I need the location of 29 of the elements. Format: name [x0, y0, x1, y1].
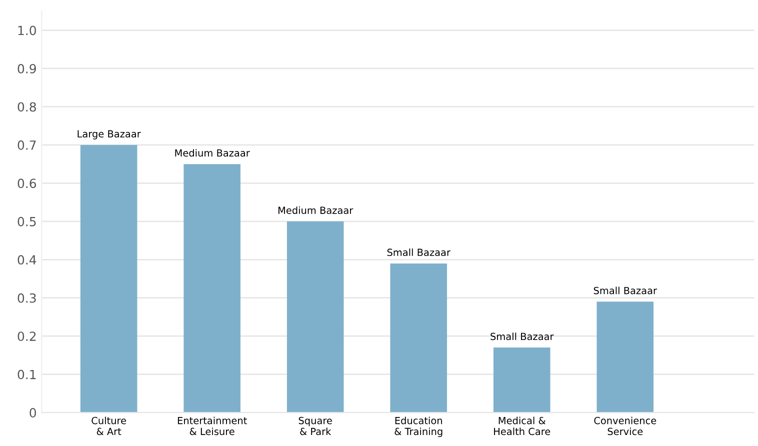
x-tick-label: Medical & Health Care [494, 416, 550, 436]
bar [286, 221, 344, 413]
y-tick-label: 0.3 [18, 293, 36, 303]
bar [184, 164, 240, 413]
annotation: Large Bazaar [78, 130, 141, 140]
y-tick-label: 1.0 [18, 26, 36, 36]
y-tick-label: 0.9 [18, 64, 36, 74]
annotation: Medium Bazaar [278, 206, 354, 214]
x-tick-label: Convenience Service [594, 416, 656, 436]
x-tick-label: Education & Training [394, 416, 442, 438]
y-tick-label: 0.6 [18, 178, 36, 188]
y-tick-label: 0 [30, 408, 36, 418]
x-tick-label: Culture & Art [92, 416, 126, 436]
bar [493, 348, 550, 413]
y-tick-label: 0.8 [18, 102, 36, 112]
annotation: Medium Bazaar [175, 149, 250, 157]
bar [596, 302, 654, 413]
annotation: Small Bazaar [387, 248, 450, 256]
y-tick-label: 0.1 [18, 370, 36, 380]
bar [390, 263, 447, 413]
x-tick-label: Entertainment & Leisure [178, 416, 247, 436]
annotation: Small Bazaar [490, 332, 554, 340]
y-tick-label: 0.4 [18, 255, 36, 265]
annotation: Small Bazaar [594, 286, 657, 294]
x-tick-label: Square & Park [298, 416, 332, 436]
y-tick-label: 0.5 [18, 216, 36, 226]
y-tick-label: 0.2 [18, 332, 36, 342]
bar [80, 144, 138, 413]
y-tick-label: 0.7 [18, 140, 36, 150]
